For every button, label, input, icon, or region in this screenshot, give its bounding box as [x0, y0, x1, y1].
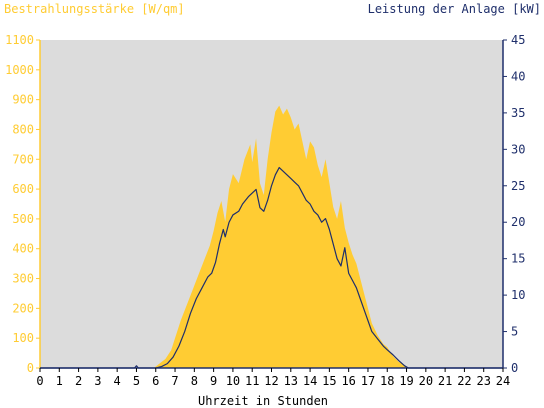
x-tick-label: 12 — [264, 374, 278, 388]
left-axis-title: Bestrahlungsstärke [W/qm] — [4, 2, 185, 16]
left-tick-label: 800 — [12, 122, 34, 136]
series-layer — [40, 105, 503, 369]
left-tick-label: 300 — [12, 272, 34, 286]
right-tick-label: 5 — [511, 325, 518, 339]
x-tick-label: 19 — [399, 374, 413, 388]
x-tick-label: 7 — [171, 374, 178, 388]
right-tick-label: 35 — [511, 106, 525, 120]
x-tick-label: 16 — [341, 374, 355, 388]
left-tick-label: 700 — [12, 152, 34, 166]
left-tick-label: 900 — [12, 93, 34, 107]
right-tick-label: 40 — [511, 69, 525, 83]
x-tick-label: 4 — [114, 374, 121, 388]
x-tick-label: 6 — [152, 374, 159, 388]
x-tick-label: 14 — [303, 374, 317, 388]
x-tick-label: 21 — [438, 374, 452, 388]
right-tick-label: 20 — [511, 215, 525, 229]
x-tick-label: 17 — [361, 374, 375, 388]
right-tick-label: 0 — [511, 361, 518, 375]
left-tick-label: 1100 — [5, 33, 34, 47]
right-tick-label: 10 — [511, 288, 525, 302]
left-tick-label: 600 — [12, 182, 34, 196]
right-tick-label: 15 — [511, 252, 525, 266]
left-tick-label: 0 — [27, 361, 34, 375]
x-tick-label: 20 — [419, 374, 433, 388]
x-tick-label: 11 — [245, 374, 259, 388]
power-line — [40, 166, 503, 369]
x-tick-label: 18 — [380, 374, 394, 388]
x-tick-label: 9 — [210, 374, 217, 388]
right-tick-label: 25 — [511, 179, 525, 193]
left-tick-label: 1000 — [5, 63, 34, 77]
x-tick-label: 1 — [56, 374, 63, 388]
left-tick-label: 100 — [12, 331, 34, 345]
x-tick-label: 24 — [496, 374, 510, 388]
x-tick-label: 3 — [94, 374, 101, 388]
x-tick-label: 23 — [476, 374, 490, 388]
irradiance-area — [40, 105, 503, 368]
x-tick-label: 8 — [191, 374, 198, 388]
x-tick-labels: 0 1 2 3 4 5 6 7 8 9 10 11 12 13 14 15 16 17 18 19 20 21 22 23 24 — [36, 368, 510, 388]
x-tick-label: 15 — [322, 374, 336, 388]
left-tick-label: 200 — [12, 301, 34, 315]
x-axis-title: Uhrzeit in Stunden — [198, 394, 328, 408]
x-tick-label: 10 — [226, 374, 240, 388]
right-axis-title: Leistung der Anlage [kW] — [368, 2, 541, 16]
x-tick-label: 22 — [457, 374, 471, 388]
right-tick-label: 30 — [511, 142, 525, 156]
x-tick-label: 5 — [133, 374, 140, 388]
left-tick-label: 400 — [12, 242, 34, 256]
x-tick-label: 0 — [36, 374, 43, 388]
left-tick-labels: 0 100 200 300 400 500 600 700 800 900 1000 1100 — [5, 33, 40, 375]
x-tick-label: 13 — [284, 374, 298, 388]
left-tick-label: 500 — [12, 212, 34, 226]
x-tick-label: 2 — [75, 374, 82, 388]
right-tick-labels: 0 5 10 15 20 25 30 35 40 45 — [503, 33, 525, 375]
right-tick-label: 45 — [511, 33, 525, 47]
